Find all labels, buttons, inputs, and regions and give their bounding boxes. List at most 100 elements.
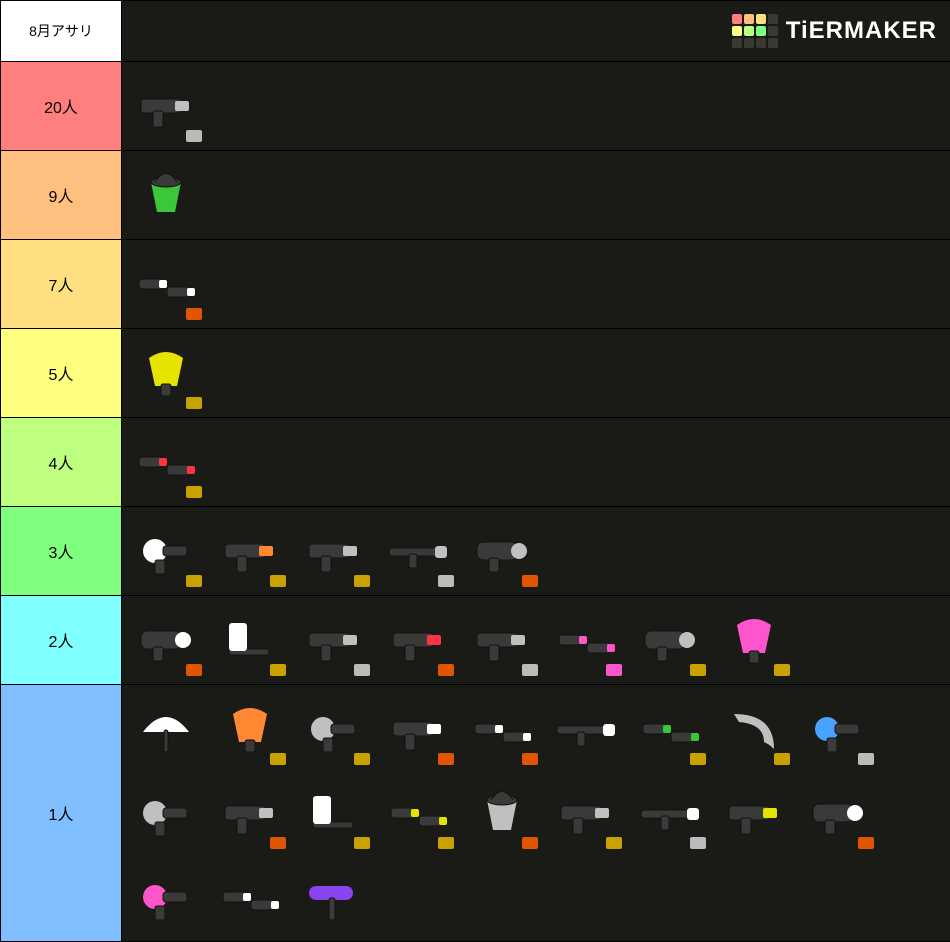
tier-item[interactable]: [294, 689, 374, 769]
weapon-icon: [131, 778, 201, 848]
tier-item[interactable]: [714, 600, 794, 680]
brand-logo-icon: [732, 14, 778, 48]
tier-item[interactable]: [546, 689, 626, 769]
item-badge: [438, 837, 454, 849]
tier-row: 4人: [1, 418, 950, 507]
item-badge: [354, 575, 370, 587]
tier-items[interactable]: [122, 151, 950, 239]
brand-logo-text: TiERMAKER: [786, 17, 937, 45]
tier-label[interactable]: 20人: [1, 62, 122, 150]
tier-item[interactable]: [126, 155, 206, 235]
tier-item[interactable]: [126, 66, 206, 146]
tier-item[interactable]: [630, 600, 710, 680]
item-badge: [186, 575, 202, 587]
tier-label[interactable]: 4人: [1, 418, 122, 506]
tier-item[interactable]: [378, 511, 458, 591]
weapon-icon: [551, 694, 621, 764]
tier-items[interactable]: [122, 596, 950, 684]
item-badge: [522, 837, 538, 849]
tier-label[interactable]: 9人: [1, 151, 122, 239]
item-badge: [858, 837, 874, 849]
weapon-icon: [215, 862, 285, 932]
header-row: 8月アサリ TiERMAKER: [1, 1, 950, 62]
tier-item[interactable]: [126, 689, 206, 769]
tier-item[interactable]: [462, 511, 542, 591]
tier-item[interactable]: [798, 689, 878, 769]
weapon-icon: [131, 694, 201, 764]
item-badge: [270, 664, 286, 676]
tier-item[interactable]: [210, 857, 290, 937]
tier-item[interactable]: [546, 600, 626, 680]
tier-item[interactable]: [126, 244, 206, 324]
tier-label[interactable]: 3人: [1, 507, 122, 595]
tier-item[interactable]: [126, 773, 206, 853]
tier-row: 9人: [1, 151, 950, 240]
item-badge: [438, 664, 454, 676]
tier-item[interactable]: [294, 857, 374, 937]
tier-item[interactable]: [126, 857, 206, 937]
item-badge: [270, 753, 286, 765]
tier-item[interactable]: [294, 600, 374, 680]
item-badge: [690, 837, 706, 849]
tier-item[interactable]: [630, 773, 710, 853]
tier-item[interactable]: [126, 511, 206, 591]
tier-items[interactable]: [122, 507, 950, 595]
item-badge: [774, 664, 790, 676]
tier-item[interactable]: [210, 689, 290, 769]
tier-row: 2人: [1, 596, 950, 685]
item-badge: [354, 837, 370, 849]
tier-item[interactable]: [462, 773, 542, 853]
item-badge: [522, 575, 538, 587]
tier-label[interactable]: 1人: [1, 685, 122, 941]
item-badge: [186, 397, 202, 409]
tier-item[interactable]: [462, 689, 542, 769]
tier-label[interactable]: 2人: [1, 596, 122, 684]
tier-row: 3人: [1, 507, 950, 596]
tier-item[interactable]: [630, 689, 710, 769]
tier-items[interactable]: [122, 62, 950, 150]
tier-item[interactable]: [378, 773, 458, 853]
item-badge: [858, 753, 874, 765]
tier-item[interactable]: [546, 773, 626, 853]
tier-item[interactable]: [126, 600, 206, 680]
tier-item[interactable]: [378, 600, 458, 680]
item-badge: [690, 664, 706, 676]
item-badge: [354, 753, 370, 765]
tier-row: 20人: [1, 62, 950, 151]
tier-label[interactable]: 5人: [1, 329, 122, 417]
tier-items[interactable]: [122, 240, 950, 328]
tier-item[interactable]: [462, 600, 542, 680]
tier-row: 5人: [1, 329, 950, 418]
tier-item[interactable]: [294, 511, 374, 591]
tier-item[interactable]: [714, 689, 794, 769]
item-badge: [606, 837, 622, 849]
tier-item[interactable]: [210, 600, 290, 680]
item-badge: [774, 753, 790, 765]
tier-item[interactable]: [210, 773, 290, 853]
tier-item[interactable]: [798, 773, 878, 853]
tier-item[interactable]: [294, 773, 374, 853]
tier-item[interactable]: [210, 511, 290, 591]
tier-items[interactable]: [122, 418, 950, 506]
item-badge: [186, 308, 202, 320]
tier-row: 1人: [1, 685, 950, 941]
weapon-icon: [299, 862, 369, 932]
item-badge: [270, 575, 286, 587]
brand-logo[interactable]: TiERMAKER: [122, 1, 950, 61]
item-badge: [270, 837, 286, 849]
tier-list-title: 8月アサリ: [1, 1, 122, 61]
tier-items[interactable]: [122, 329, 950, 417]
tier-item[interactable]: [126, 422, 206, 502]
item-badge: [186, 486, 202, 498]
item-badge: [606, 664, 622, 676]
item-badge: [438, 753, 454, 765]
item-badge: [186, 130, 202, 142]
tier-item[interactable]: [714, 773, 794, 853]
tier-item[interactable]: [126, 333, 206, 413]
tier-item[interactable]: [378, 689, 458, 769]
item-badge: [522, 664, 538, 676]
tier-items[interactable]: [122, 685, 950, 941]
weapon-icon: [719, 778, 789, 848]
tier-label[interactable]: 7人: [1, 240, 122, 328]
item-badge: [186, 664, 202, 676]
